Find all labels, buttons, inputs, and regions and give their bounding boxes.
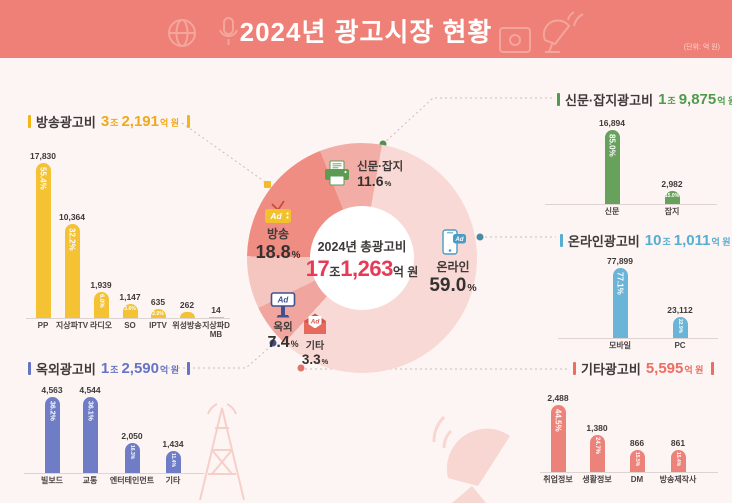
bar-group: 10,364 32.2% 지상파TV (55, 212, 89, 330)
donut-label-news: 신문·잡지 11.6% (322, 158, 403, 188)
news-bar-chart: 16,894 85.0% 신문 2,982 15.0% 잡지 (545, 118, 717, 216)
tick-mark (28, 362, 31, 375)
donut-center-total: 17조1,263억 원 (306, 258, 419, 280)
unit-note: (단위: 억 원) (683, 44, 720, 51)
svg-text:Ad: Ad (269, 211, 282, 221)
tick-mark (573, 362, 576, 375)
etc-bar-chart: 2,488 44.5% 취업정보 1,380 24.7% 생활정보 866 15… (540, 393, 718, 484)
tick-mark (711, 362, 715, 375)
billboard-icon: Ad (270, 292, 296, 318)
section-amount: 3조 2,191억 원 (100, 112, 180, 130)
bar-group: 17,830 55.4% PP (30, 151, 56, 330)
section-amount: 5,595억 원 (645, 359, 704, 377)
donut-center-title: 2024년 총광고비 (317, 240, 407, 254)
tv-ad-icon: Ad (265, 200, 291, 223)
donut-center: 2024년 총광고비 17조1,263억 원 (306, 206, 418, 310)
total-jo-unit: 조 (329, 265, 341, 279)
bar-group: 23,112 22.9% PC (667, 305, 693, 350)
page-title: 2024년 광고시장 현황 (239, 17, 493, 47)
section-title-news: 신문·잡지광고비 1조9,875억 원 (557, 90, 732, 109)
section-title-etc: 기타광고비 5,595억 원 (573, 359, 715, 378)
bar-group: 1,434 11.4% 기타 (162, 439, 184, 485)
bar-group: 1,939 6.0% 라디오 (89, 280, 113, 330)
total-eok: 1,263 (340, 256, 393, 281)
radio-tower-decoration (199, 403, 245, 501)
tick-mark (560, 234, 563, 247)
broadcast-bar-chart: 17,830 55.4% PP 10,364 32.2% 지상파TV 1,939… (26, 150, 230, 339)
section-title-online: 온라인광고비 10조 1,011억 원 (560, 231, 732, 250)
bar-group: 2,050 16.3% 엔터테인먼트 (109, 431, 155, 485)
bar-group: 4,544 36.1% 교통 (79, 385, 101, 485)
bar-group: 866 15.5% DM (629, 438, 645, 484)
online-bar-chart: 77,899 77.1% 모바일 23,112 22.9% PC (558, 256, 718, 350)
tick-mark (187, 362, 191, 375)
svg-text:Ad: Ad (310, 319, 321, 326)
svg-text:Ad: Ad (454, 237, 463, 243)
donut-label-online: Ad 온라인 59.0% (425, 226, 481, 295)
bar-group: 262 위성방송 (172, 300, 202, 330)
donut-label-etc: Ad 기타 3.3% (291, 312, 339, 367)
total-jo: 17 (305, 256, 330, 281)
printer-icon (325, 160, 349, 185)
donut-label-broadcast: Ad 방송 18.8% (250, 198, 306, 261)
bar-group: 2,982 15.0% 잡지 (661, 179, 683, 216)
bar-group: 77,899 77.1% 모바일 (607, 256, 633, 350)
section-amount: 1조9,875억 원 (658, 90, 732, 108)
satellite-dish-decoration (432, 415, 510, 503)
header-banner: 2024년 광고시장 현황 (단위: 억 원) (0, 0, 732, 58)
bar-group: 2,488 44.5% 취업정보 (543, 393, 573, 484)
section-amount: 1조 2,590억 원 (100, 359, 180, 377)
bar-group: 14 지상파DMB (202, 305, 230, 340)
bar-group: 4,563 36.2% 빌보드 (40, 385, 64, 485)
envelope-letter-icon: Ad (304, 313, 326, 334)
section-title-outdoor: 옥외광고비 1조 2,590억 원 (28, 359, 191, 378)
smartphone-chat-icon: Ad (441, 229, 466, 255)
tick-mark (28, 115, 31, 128)
tick-mark (187, 115, 191, 128)
section-title-broadcast: 방송광고비 3조 2,191억 원 (28, 112, 191, 131)
total-eok-unit: 억 원 (392, 265, 419, 279)
bar-group: 1,380 24.7% 생활정보 (582, 423, 612, 484)
bar-group: 1,147 3.6% SO (119, 292, 141, 330)
section-amount: 10조 1,011억 원 (644, 231, 731, 249)
outdoor-bar-chart: 4,563 36.2% 빌보드 4,544 36.1% 교통 2,050 16.… (24, 385, 204, 485)
bar-group: 861 15.4% 방송제작사 (659, 438, 697, 484)
news-connector-line (382, 97, 553, 145)
tick-mark (557, 93, 560, 106)
bar-group: 635 2.0% IPTV (149, 297, 167, 330)
donut-label-outdoor: Ad 옥외 7.4% (257, 290, 309, 351)
svg-text:Ad: Ad (277, 296, 290, 305)
bar-group: 16,894 85.0% 신문 (599, 118, 625, 216)
